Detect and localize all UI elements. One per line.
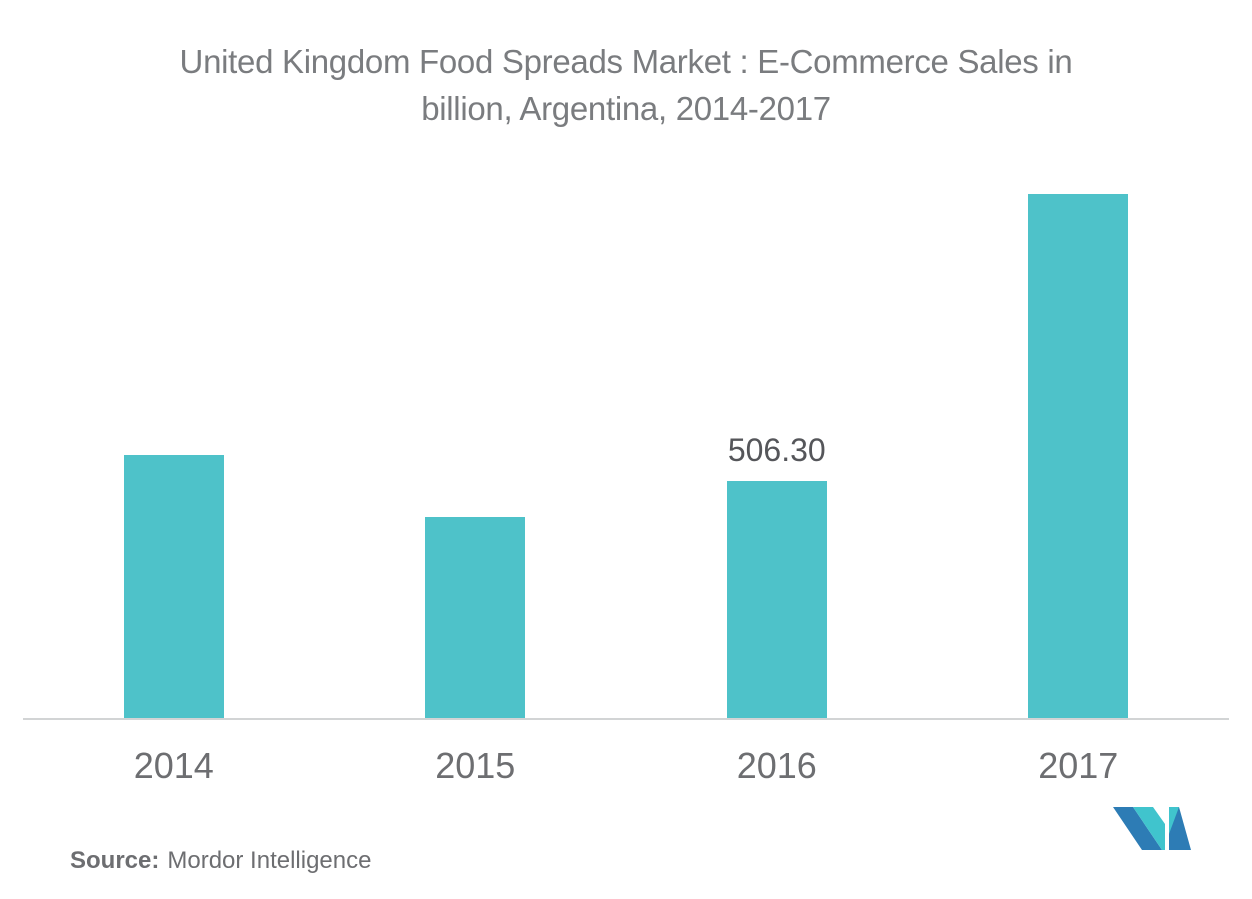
logo-left-stroke <box>1113 807 1162 850</box>
bar-2015 <box>425 517 526 718</box>
bar-slot-2017 <box>928 156 1230 718</box>
bar-2017 <box>1028 193 1129 718</box>
logo-right-accent <box>1169 807 1179 834</box>
mordor-intelligence-logo <box>1113 807 1191 850</box>
x-tick-2014: 2014 <box>133 745 214 786</box>
x-axis-line <box>23 718 1229 720</box>
bar-value-label-2016: 506.30 <box>727 431 826 468</box>
source-label: Source: <box>70 847 160 874</box>
x-tick-2016: 2016 <box>736 745 817 786</box>
x-tick-2015: 2015 <box>435 745 516 786</box>
bar-slot-2014 <box>23 156 325 718</box>
x-axis-ticks: 2014 2015 2016 2017 <box>23 747 1229 785</box>
chart-title-line2: billion, Argentina, 2014-2017 <box>421 90 831 127</box>
bar-slot-2016: 506.30 <box>626 156 928 718</box>
bar-2014 <box>123 454 224 718</box>
bar-2016 <box>726 480 827 718</box>
logo-middle-stroke <box>1133 807 1165 850</box>
bars: 506.30 <box>23 156 1229 718</box>
x-tick-2017: 2017 <box>1038 745 1119 786</box>
chart-title: United Kingdom Food Spreads Market : E-C… <box>0 38 1252 132</box>
chart-title-line1: United Kingdom Food Spreads Market : E-C… <box>179 43 1073 80</box>
bar-slot-2015 <box>325 156 627 718</box>
source-value: Mordor Intelligence <box>167 847 372 874</box>
source-note: Source: Mordor Intelligence <box>70 846 371 876</box>
